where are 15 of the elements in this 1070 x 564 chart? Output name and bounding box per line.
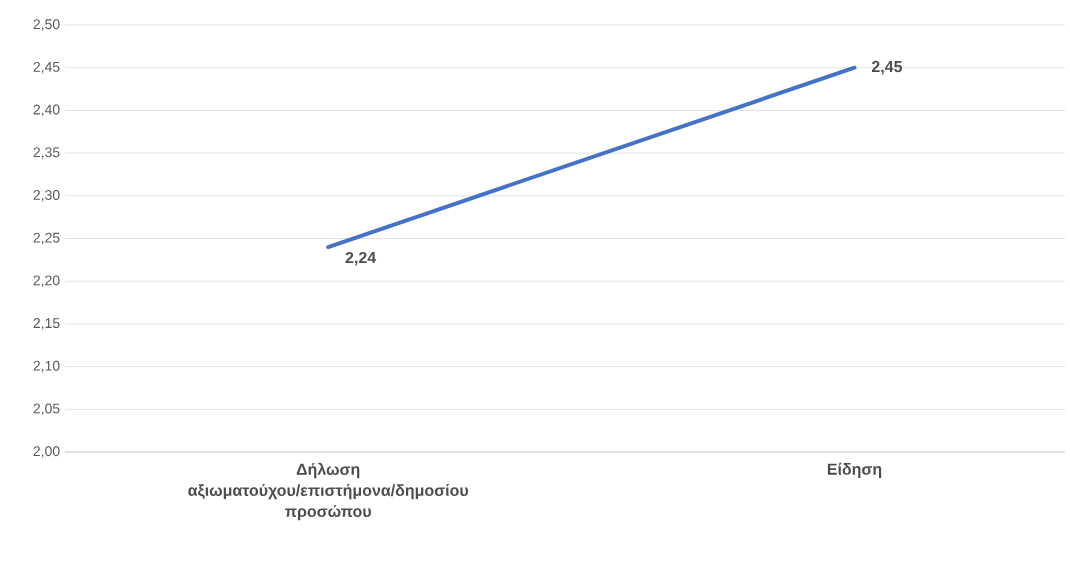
y-tick-label: 2,30 (33, 190, 60, 202)
y-tick-label: 2,40 (33, 104, 60, 117)
y-tick-label: 2,20 (33, 275, 60, 287)
data-label: 2,45 (871, 60, 903, 75)
y-tick-label: 2,35 (33, 147, 60, 159)
y-tick-label: 2,45 (33, 61, 60, 74)
y-tick-label: 2,00 (33, 446, 60, 458)
y-tick-label: 2,05 (33, 403, 60, 416)
x-tick-label: Είδηση (827, 462, 882, 478)
y-tick-label: 2,50 (33, 19, 60, 31)
y-tick-label: 2,25 (33, 232, 60, 245)
y-tick-label: 2,10 (33, 360, 60, 373)
data-label: 2,24 (345, 251, 377, 266)
x-tick-label: Δήλωση αξιωματούχου/επιστήμονα/δημοσίου προσώπου (188, 462, 469, 521)
y-tick-label: 2,15 (33, 318, 60, 330)
